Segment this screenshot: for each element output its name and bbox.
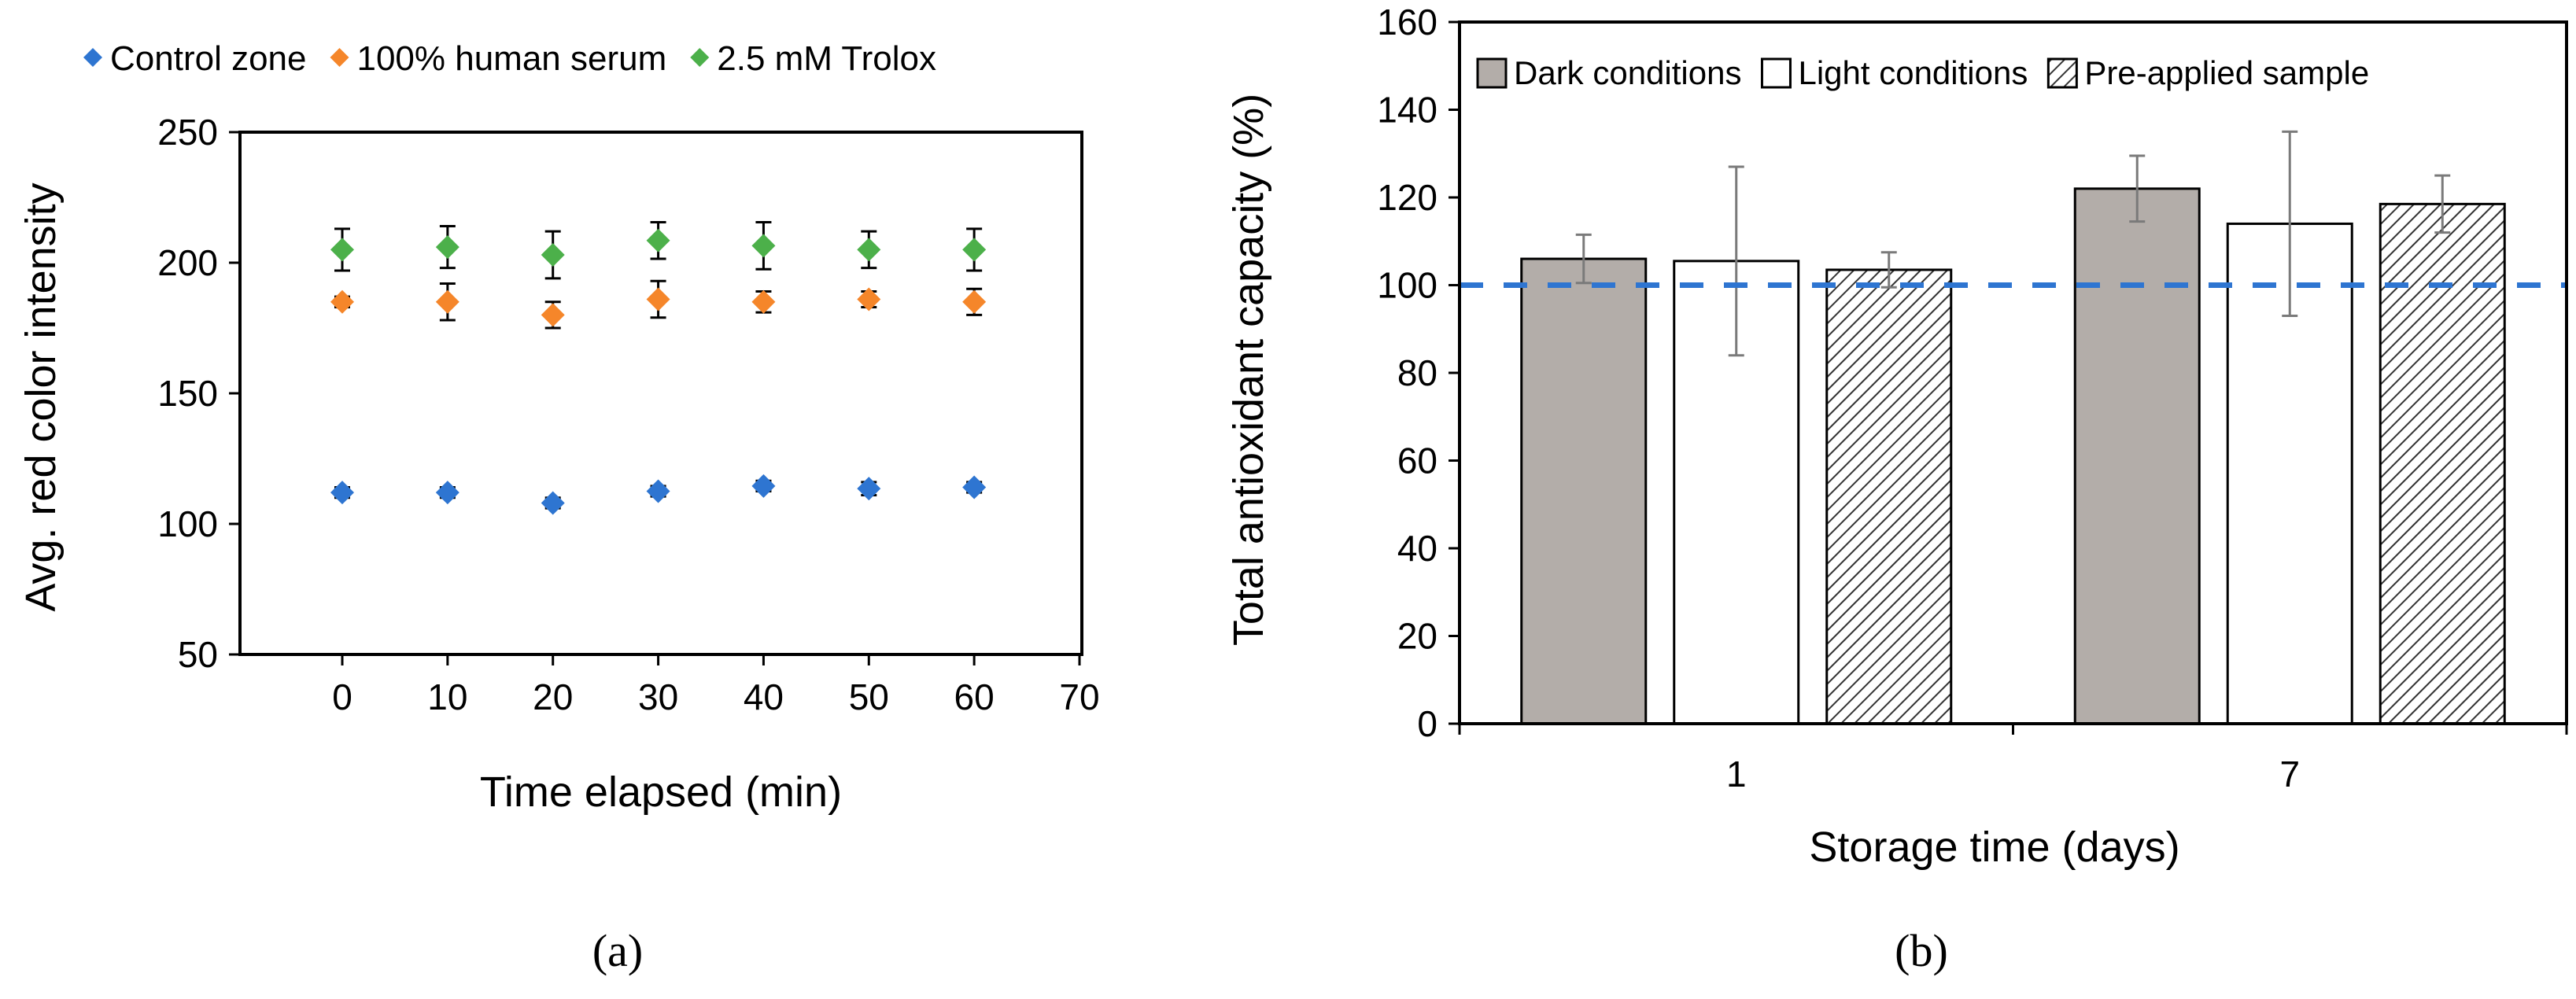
2-5-mm-trolox-point	[857, 238, 881, 262]
panel-b-y-axis-label: Total antioxidant capacity (%)	[1225, 94, 1272, 646]
panel-b-x-axis-label: Storage time (days)	[1809, 824, 2179, 871]
panel-a-marks	[330, 221, 987, 515]
y-tick-label: 50	[178, 634, 218, 675]
legend-label-dark-conditions: Dark conditions	[1514, 54, 1741, 91]
panel-b-marks	[1460, 130, 2567, 725]
y-tick-label: 200	[157, 242, 218, 283]
y-tick-label: 100	[1377, 265, 1437, 306]
x-tick-label: 70	[1059, 676, 1099, 717]
panel-a-y-axis-label: Avg. red color intensity	[17, 182, 65, 611]
x-tick-label: 20	[533, 676, 573, 717]
100-human-serum-point	[330, 289, 354, 314]
pre-applied-sample-bar	[2379, 202, 2506, 725]
control-zone-point	[857, 477, 881, 501]
dark-conditions-bar	[1520, 257, 1648, 725]
legend-marker-control-zone	[83, 48, 102, 67]
2-5-mm-trolox-point	[435, 235, 459, 260]
panel-a-legend: Control zone 100% human serum 2.5 mM Trolo…	[83, 39, 936, 78]
y-tick-label: 140	[1377, 90, 1437, 131]
100-human-serum-point	[541, 303, 565, 327]
x-tick-label: 60	[954, 676, 995, 717]
x-tick-label: 40	[744, 676, 784, 717]
100-human-serum-point	[962, 289, 987, 314]
x-tick-label: 0	[332, 676, 352, 717]
y-tick-label: 100	[157, 503, 218, 544]
series-2-5-mm-trolox	[330, 221, 987, 280]
legend-swatch-pre-applied-sample	[2046, 57, 2078, 89]
legend-label-light-conditions: Light conditions	[1798, 54, 2028, 91]
panel-a-chart: 50 100 150 200 250 0 10 20 30 40 50 60 70 Control zo…	[17, 39, 1100, 976]
y-tick-label: 160	[1377, 2, 1437, 42]
panel-b-chart: 0 20 40 60 80 100 120 140 160 1 7 Dark conditions L…	[1225, 2, 2568, 976]
panel-a-label: (a)	[592, 925, 643, 976]
legend-swatch-light-conditions	[1760, 57, 1792, 89]
panel-b-axes: 0 20 40 60 80 100 120 140 160 1 7	[1377, 2, 2568, 794]
x-tick-label: 50	[849, 676, 889, 717]
2-5-mm-trolox-point	[962, 238, 987, 262]
100-human-serum-point	[646, 287, 670, 311]
x-tick-label: 30	[638, 676, 678, 717]
y-tick-label: 0	[1417, 703, 1437, 744]
dark-conditions-bar	[2073, 187, 2201, 725]
y-tick-label: 250	[157, 112, 218, 153]
panel-b-legend: Dark conditions Light conditions Pre-appli…	[1476, 54, 2369, 91]
legend-marker-100-human-serum	[330, 48, 349, 67]
2-5-mm-trolox-point	[751, 234, 776, 258]
legend-label-control-zone: Control zone	[110, 39, 306, 78]
control-zone-point	[646, 479, 670, 503]
panel-b-label: (b)	[1895, 925, 1948, 976]
panel-b-plot-frame	[1458, 20, 2568, 725]
control-zone-point	[962, 475, 987, 500]
control-zone-point	[435, 481, 459, 505]
control-zone-point	[541, 491, 565, 515]
x-tick-label: 10	[427, 676, 467, 717]
y-tick-label: 150	[157, 373, 218, 414]
2-5-mm-trolox-point	[330, 238, 354, 262]
legend-label-pre-applied-sample: Pre-applied sample	[2084, 54, 2369, 91]
2-5-mm-trolox-point	[646, 228, 670, 253]
100-human-serum-point	[435, 289, 459, 314]
100-human-serum-point	[857, 287, 881, 311]
series-control-zone	[330, 474, 987, 515]
panel-a-axes: 50 100 150 200 250 0 10 20 30 40 50 60 70	[157, 112, 1099, 717]
legend-label-2-5-mm-trolox: 2.5 mM Trolox	[717, 39, 936, 78]
panel-a-plot-frame	[238, 131, 1083, 656]
legend-marker-2-5-mm-trolox	[690, 48, 710, 67]
2-5-mm-trolox-point	[541, 243, 565, 267]
y-tick-label: 120	[1377, 177, 1437, 218]
legend-swatch-dark-conditions	[1476, 57, 1508, 89]
x-tick-label: 1	[1726, 754, 1747, 794]
x-tick-label: 7	[2279, 754, 2300, 794]
y-tick-label: 20	[1397, 616, 1437, 657]
y-tick-label: 60	[1397, 441, 1437, 481]
series-100-human-serum	[330, 279, 987, 330]
control-zone-point	[751, 474, 776, 498]
panel-a-x-axis-label: Time elapsed (min)	[480, 769, 842, 816]
100-human-serum-point	[751, 289, 776, 314]
control-zone-point	[330, 481, 354, 505]
pre-applied-sample-bar	[1825, 268, 1953, 725]
legend-label-100-human-serum: 100% human serum	[356, 39, 666, 78]
y-tick-label: 40	[1397, 528, 1437, 569]
y-tick-label: 80	[1397, 352, 1437, 393]
